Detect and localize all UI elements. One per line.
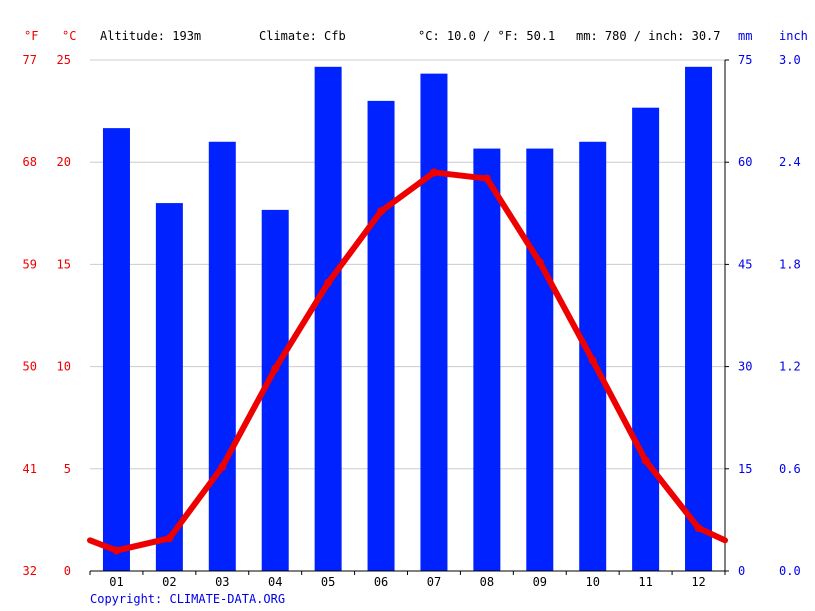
fahrenheit-tick-label: 68 — [23, 155, 37, 169]
inch-tick-label: 3.0 — [779, 53, 801, 67]
fahrenheit-tick-label: 77 — [23, 53, 37, 67]
precipitation-bar — [367, 100, 395, 571]
climate-label: Climate: Cfb — [259, 29, 346, 43]
month-tick-label: 04 — [268, 575, 282, 589]
fahrenheit-tick-label: 32 — [23, 564, 37, 578]
unit-fahrenheit-label: °F — [24, 29, 38, 43]
precipitation-bar — [526, 148, 554, 571]
inch-tick-label: 1.2 — [779, 360, 801, 374]
temperature-average-label: °C: 10.0 / °F: 50.1 — [418, 29, 555, 43]
fahrenheit-tick-label: 59 — [23, 257, 37, 271]
grid-lines — [90, 59, 725, 470]
mm-tick-label: 75 — [738, 53, 752, 67]
month-tick-label: 06 — [374, 575, 388, 589]
temperature-point — [218, 462, 227, 471]
celsius-tick-label: 0 — [64, 564, 71, 578]
mm-tick-label: 30 — [738, 360, 752, 374]
month-tick-label: 10 — [585, 575, 599, 589]
temperature-point — [641, 456, 650, 465]
temperature-point — [377, 207, 386, 216]
precipitation-bar — [473, 148, 501, 571]
tick-labels: 32 0 0 0.0 41 5 15 0.6 50 10 30 1.2 59 15 45 1.8 68 20 60 2… — [23, 53, 801, 589]
precipitation-bar — [155, 203, 183, 571]
celsius-tick-label: 10 — [57, 360, 71, 374]
fahrenheit-tick-label: 41 — [23, 462, 37, 476]
precipitation-bar — [420, 73, 448, 572]
mm-tick-label: 0 — [738, 564, 745, 578]
inch-tick-label: 2.4 — [779, 155, 801, 169]
month-tick-label: 11 — [638, 575, 652, 589]
temperature-point — [165, 534, 174, 543]
precipitation-bar — [632, 107, 660, 572]
temperature-point — [112, 546, 121, 555]
month-tick-label: 07 — [427, 575, 441, 589]
mm-tick-label: 45 — [738, 257, 752, 271]
temperature-point — [429, 168, 438, 177]
precipitation-bars — [102, 66, 713, 572]
month-tick-label: 09 — [533, 575, 547, 589]
celsius-tick-label: 5 — [64, 462, 71, 476]
temperature-point — [588, 356, 597, 365]
unit-celsius-label: °C — [62, 29, 76, 43]
precipitation-bar — [102, 128, 130, 571]
month-tick-label: 03 — [215, 575, 229, 589]
celsius-tick-label: 20 — [57, 155, 71, 169]
unit-inch-label: inch — [779, 29, 808, 43]
precipitation-total-label: mm: 780 / inch: 30.7 — [576, 29, 721, 43]
temperature-point — [694, 524, 703, 533]
temperature-point — [482, 174, 491, 183]
month-tick-label: 02 — [162, 575, 176, 589]
month-tick-label: 08 — [480, 575, 494, 589]
temperature-series-line — [87, 169, 728, 554]
temperature-line — [87, 168, 728, 555]
axes — [89, 59, 729, 575]
mm-tick-label: 15 — [738, 462, 752, 476]
temperature-point — [271, 364, 280, 373]
month-tick-label: 12 — [691, 575, 705, 589]
temperature-point — [324, 278, 333, 287]
copyright-label: Copyright: CLIMATE-DATA.ORG — [90, 592, 285, 606]
temperature-point — [535, 258, 544, 267]
celsius-tick-label: 15 — [57, 257, 71, 271]
month-tick-label: 05 — [321, 575, 335, 589]
mm-tick-label: 60 — [738, 155, 752, 169]
precipitation-bar — [685, 66, 713, 572]
inch-tick-label: 1.8 — [779, 257, 801, 271]
celsius-tick-label: 25 — [57, 53, 71, 67]
fahrenheit-tick-label: 50 — [23, 360, 37, 374]
unit-mm-label: mm — [738, 29, 752, 43]
altitude-label: Altitude: 193m — [100, 29, 201, 43]
precipitation-bar — [208, 141, 236, 571]
month-tick-label: 01 — [109, 575, 123, 589]
inch-tick-label: 0.6 — [779, 462, 801, 476]
precipitation-bar — [314, 66, 342, 572]
inch-tick-label: 0.0 — [779, 564, 801, 578]
